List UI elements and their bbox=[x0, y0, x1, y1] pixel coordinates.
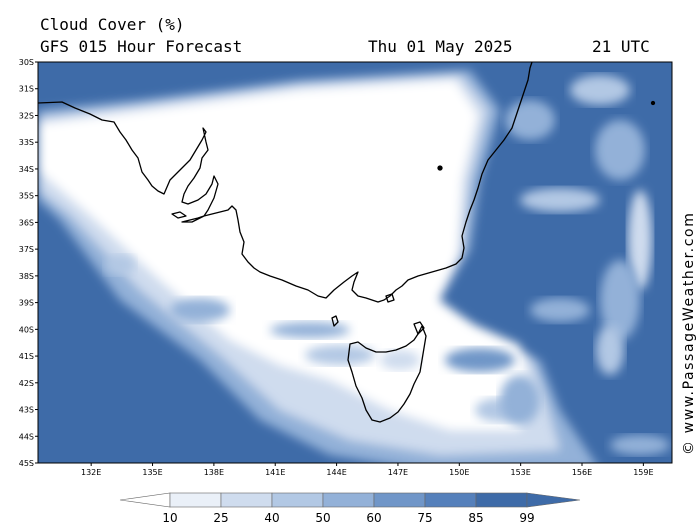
colorbar-label: 10 bbox=[162, 511, 177, 525]
lord-howe-island bbox=[437, 165, 443, 171]
lon-label: 135E bbox=[142, 468, 162, 477]
cloud-gradient bbox=[38, 70, 596, 463]
lat-label: 42S bbox=[19, 379, 34, 388]
latitude-axis: 30S 31S 32S 33S 34S 35S 36S 37S 38S 39S 40S 41S 42S 4… bbox=[19, 58, 38, 468]
lat-label: 32S bbox=[19, 111, 34, 120]
map-title: Cloud Cover (%) bbox=[40, 15, 185, 34]
lat-label: 30S bbox=[19, 58, 34, 67]
lat-label: 41S bbox=[19, 352, 34, 361]
longitude-axis: 132E 135E 138E 141E 144E 147E 150E 153E 156E 159E bbox=[81, 463, 654, 477]
bass-strait-isle bbox=[385, 293, 395, 303]
colorbar-segment bbox=[475, 492, 528, 508]
lon-label: 156E bbox=[572, 468, 592, 477]
lat-label: 44S bbox=[19, 432, 34, 441]
forecast-subtitle: GFS 015 Hour Forecast bbox=[40, 37, 243, 56]
colorbar-segment bbox=[322, 492, 375, 508]
lat-label: 33S bbox=[19, 138, 34, 147]
lat-label: 39S bbox=[19, 299, 34, 308]
lat-label: 37S bbox=[19, 245, 34, 254]
lat-label: 38S bbox=[19, 272, 34, 281]
tasmania-coast bbox=[347, 325, 427, 423]
lon-label: 150E bbox=[449, 468, 469, 477]
cloud-field bbox=[38, 62, 672, 463]
colorbar: 10 25 40 50 60 75 85 99 bbox=[119, 492, 581, 525]
lon-label: 138E bbox=[204, 468, 224, 477]
islet bbox=[650, 100, 656, 106]
colorbar-segment bbox=[424, 492, 477, 508]
colorbar-label: 50 bbox=[315, 511, 330, 525]
lat-label: 36S bbox=[19, 218, 34, 227]
colorbar-label: 60 bbox=[366, 511, 381, 525]
map-frame bbox=[37, 61, 673, 464]
lat-label: 43S bbox=[19, 406, 34, 415]
lat-label: 45S bbox=[19, 459, 34, 468]
colorbar-label: 99 bbox=[519, 511, 534, 525]
cloud-patches bbox=[105, 75, 670, 455]
coastline bbox=[38, 62, 656, 423]
colorbar-label: 25 bbox=[213, 511, 228, 525]
lon-label: 141E bbox=[265, 468, 285, 477]
lon-label: 144E bbox=[326, 468, 346, 477]
lon-label: 147E bbox=[388, 468, 408, 477]
colorbar-segment bbox=[271, 492, 324, 508]
copyright-credit: © www.PassageWeather.com bbox=[681, 211, 697, 455]
colorbar-label: 85 bbox=[468, 511, 483, 525]
lat-label: 31S bbox=[19, 85, 34, 94]
lon-label: 132E bbox=[81, 468, 101, 477]
mainland-coast bbox=[38, 62, 533, 303]
king-island bbox=[331, 315, 339, 327]
lon-label: 153E bbox=[510, 468, 530, 477]
flinders-island bbox=[413, 321, 425, 335]
colorbar-segment bbox=[373, 492, 426, 508]
lat-label: 35S bbox=[19, 192, 34, 201]
forecast-date: Thu 01 May 2025 bbox=[368, 37, 513, 56]
colorbar-segment bbox=[169, 492, 222, 508]
colorbar-label: 40 bbox=[264, 511, 279, 525]
lon-label: 159E bbox=[633, 468, 653, 477]
colorbar-right-arrow bbox=[526, 492, 581, 508]
kangaroo-island bbox=[171, 211, 187, 219]
colorbar-label: 75 bbox=[417, 511, 432, 525]
forecast-time: 21 UTC bbox=[592, 37, 650, 56]
lat-label: 40S bbox=[19, 325, 34, 334]
colorbar-left-arrow bbox=[119, 492, 171, 508]
colorbar-segment bbox=[220, 492, 273, 508]
lat-label: 34S bbox=[19, 165, 34, 174]
